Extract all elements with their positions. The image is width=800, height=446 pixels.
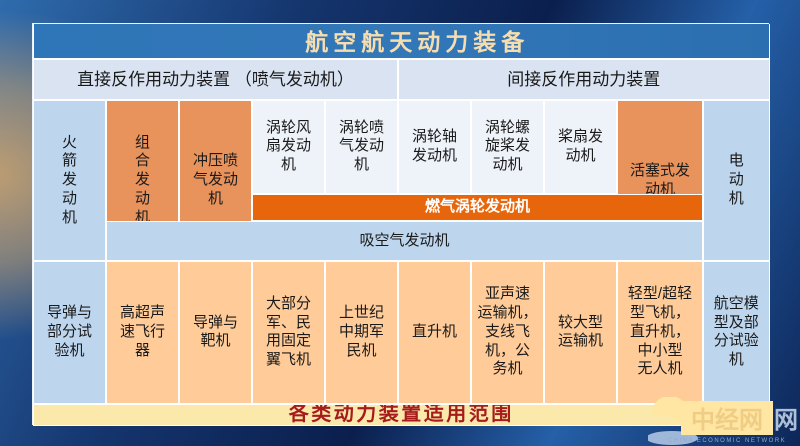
svg-text:中经网: 中经网	[691, 406, 763, 434]
svg-text:CHINA ECONOMIC NETWORK: CHINA ECONOMIC NETWORK	[668, 438, 786, 444]
svg-text:网: 网	[774, 407, 798, 434]
